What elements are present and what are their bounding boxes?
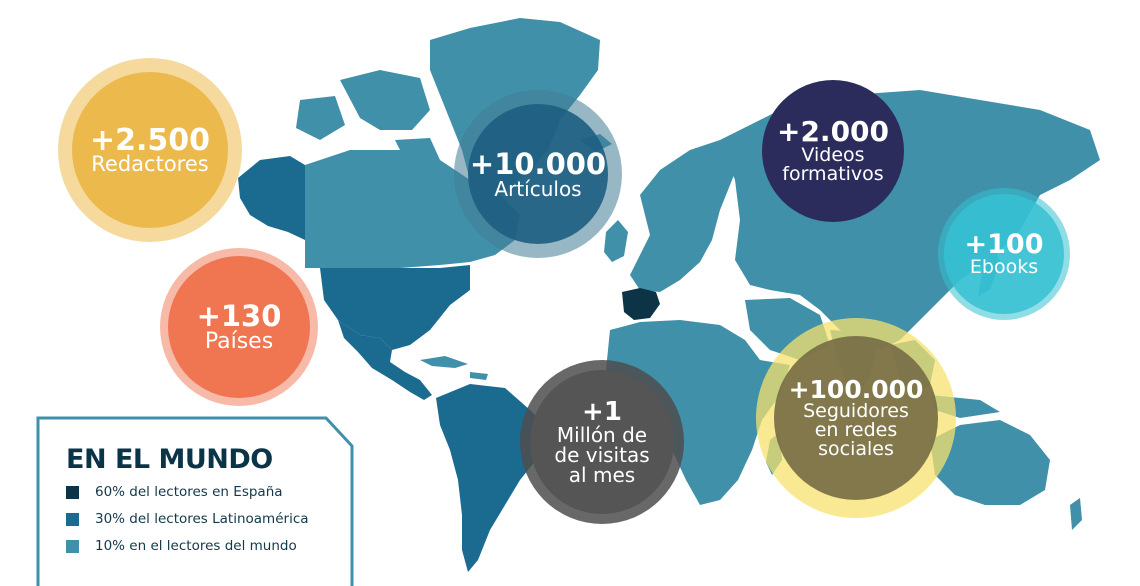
seguidores-bubble: +100.000 Seguidores en redes sociales: [756, 318, 956, 518]
seguidores-label-line3: sociales: [818, 438, 894, 460]
videos-label-line1: Videos: [801, 144, 865, 166]
paises-label: Países: [204, 328, 274, 354]
ebooks-label: Ebooks: [969, 256, 1039, 278]
paises-bubble: +130 Países: [160, 248, 318, 406]
seguidores-label-line1: Seguidores: [803, 400, 909, 422]
videos-bubble: +2.000 Videos formativos: [762, 80, 904, 222]
videos-label-line2: formativos: [782, 163, 884, 185]
ebooks-bubble: +100 Ebooks: [938, 188, 1070, 320]
visitas-label-line2: de visitas: [554, 443, 650, 467]
visitas-label-line1: Millón de: [556, 423, 648, 447]
redactores-bubble: +2.500 Redactores: [58, 58, 242, 242]
legend-item-label: 60% del lectores en España: [95, 484, 283, 500]
articulos-label: Artículos: [494, 176, 582, 201]
legend-panel: EN EL MUNDO 60% del lectores en España 3…: [36, 416, 354, 586]
seguidores-number: +100.000: [788, 375, 924, 404]
legend-frame: [36, 416, 354, 586]
legend-swatch-spain: [66, 485, 79, 499]
ebooks-number: +100: [964, 229, 1044, 260]
mexico-shape: [338, 320, 432, 400]
visitas-bubble: +1 Millón de de visitas al mes: [520, 360, 684, 524]
legend-item-label: 30% del lectores Latinoamérica: [95, 511, 309, 527]
south-america-shape: [436, 384, 545, 572]
redactores-label: Redactores: [91, 151, 209, 176]
alaska-shape: [238, 156, 305, 240]
articulos-bubble: +10.000 Artículos: [454, 90, 622, 258]
visitas-label-line3: al mes: [568, 463, 636, 487]
legend-item-label: 10% en el lectores del mundo: [95, 538, 297, 554]
seguidores-label-line2: en redes: [814, 419, 898, 441]
spain-shape: [622, 288, 660, 320]
paises-number: +130: [196, 298, 282, 333]
legend-swatch-world: [66, 539, 79, 553]
uk-shape: [604, 220, 628, 262]
legend-title: EN EL MUNDO: [66, 444, 273, 475]
redactores-number: +2.500: [89, 122, 211, 158]
caribbean-shape: [420, 356, 488, 380]
videos-number: +2.000: [776, 115, 890, 148]
legend-swatch-latam: [66, 512, 79, 526]
articulos-number: +10.000: [469, 146, 607, 181]
new-zealand-shape: [1070, 498, 1082, 530]
legend-item-latam: 30% del lectores Latinoamérica: [66, 511, 309, 527]
arctic-islands-shape: [296, 70, 440, 170]
africa-shape: [606, 320, 790, 505]
europe-shape: [630, 140, 740, 292]
legend-item-spain: 60% del lectores en España: [66, 484, 283, 500]
usa-shape: [320, 265, 470, 350]
legend-item-world: 10% en el lectores del mundo: [66, 538, 297, 554]
visitas-number: +1: [582, 397, 622, 427]
australia-shape: [930, 420, 1050, 505]
